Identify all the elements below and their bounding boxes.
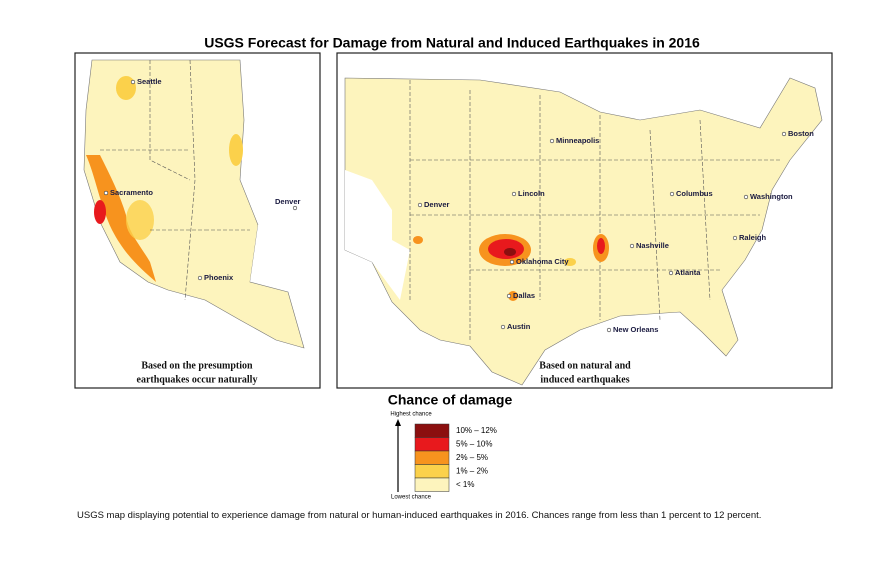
city-dot (629, 243, 635, 249)
hazard-zone (597, 238, 605, 254)
legend-low: Lowest chance (391, 495, 432, 501)
legend-arrow-head (395, 419, 401, 426)
hazard-zone (504, 248, 516, 256)
hazard-zone (229, 134, 243, 166)
city-dot (549, 138, 555, 144)
city-dot (732, 235, 738, 241)
city-dot (103, 190, 109, 196)
city-dot (669, 191, 675, 197)
land-gap (250, 222, 290, 282)
legend-swatch (414, 437, 450, 452)
city-label: Lincoln (518, 189, 545, 198)
city-label: Denver (424, 200, 450, 209)
city-dot (668, 270, 674, 276)
state-border (409, 80, 780, 340)
city-label: Minneapolis (556, 136, 599, 145)
city-label: New Orleans (613, 325, 658, 334)
city-label: Seattle (137, 77, 162, 86)
panel-caption: earthquakes occur naturally (137, 374, 258, 385)
legend-high: Highest chance (390, 412, 432, 418)
city-label: Columbus (676, 189, 713, 198)
hazard-zone (94, 200, 106, 224)
hazard-zone (86, 155, 156, 282)
city-dot (606, 327, 612, 333)
panel-caption: induced earthquakes (540, 374, 629, 385)
legend-label: 1% – 2% (456, 467, 488, 476)
city-dot (292, 205, 298, 211)
city-label: Washington (750, 192, 793, 201)
state-border (100, 59, 250, 301)
city-label: Nashville (636, 241, 669, 250)
city-label: Dallas (513, 291, 535, 300)
city-dot (743, 194, 749, 200)
caption: USGS map displaying potential to experie… (77, 510, 762, 521)
legend-swatch (414, 464, 450, 479)
city-label: Raleigh (739, 233, 767, 242)
hazard-zone (116, 76, 136, 100)
city-dot (417, 202, 423, 208)
hazard-zone (508, 291, 518, 301)
legend-swatch (414, 477, 450, 492)
land (344, 77, 823, 386)
hazard-zone (413, 236, 423, 244)
city-dot (781, 131, 787, 137)
legend-label: < 1% (456, 480, 474, 489)
city-label: Phoenix (204, 273, 234, 282)
panel-caption: Based on the presumption (141, 360, 253, 371)
cities: Seattle Sacramento Denver Phoenix Based on t… (103, 77, 814, 385)
panel-caption: Based on natural and (539, 360, 631, 371)
city-dot (511, 191, 517, 197)
city-dot (500, 324, 506, 330)
city-label: Denver (275, 197, 301, 206)
legend-label: 5% – 10% (456, 440, 492, 449)
city-label: Oklahoma City (516, 257, 569, 266)
legend-title: Chance of damage (388, 392, 513, 408)
city-dot (130, 79, 136, 85)
city-label: Boston (788, 129, 814, 138)
city-dot (506, 293, 512, 299)
city-dot (197, 275, 203, 281)
city-dot (509, 259, 515, 265)
hazard-zone (126, 200, 154, 240)
title: USGS Forecast for Damage from Natural an… (204, 35, 700, 51)
legend-label: 2% – 5% (456, 453, 488, 462)
city-label: Sacramento (110, 188, 153, 197)
legend-swatch (414, 423, 450, 438)
hazard-zone (564, 258, 576, 266)
legend-label: 10% – 12% (456, 426, 497, 435)
legend: 10% – 12% 5% – 10% 2% – 5% 1% – 2% < 1% (414, 423, 497, 492)
legend-swatch (414, 450, 450, 465)
city-label: Atlanta (675, 268, 701, 277)
land-gap (345, 170, 410, 300)
city-label: Austin (507, 322, 531, 331)
